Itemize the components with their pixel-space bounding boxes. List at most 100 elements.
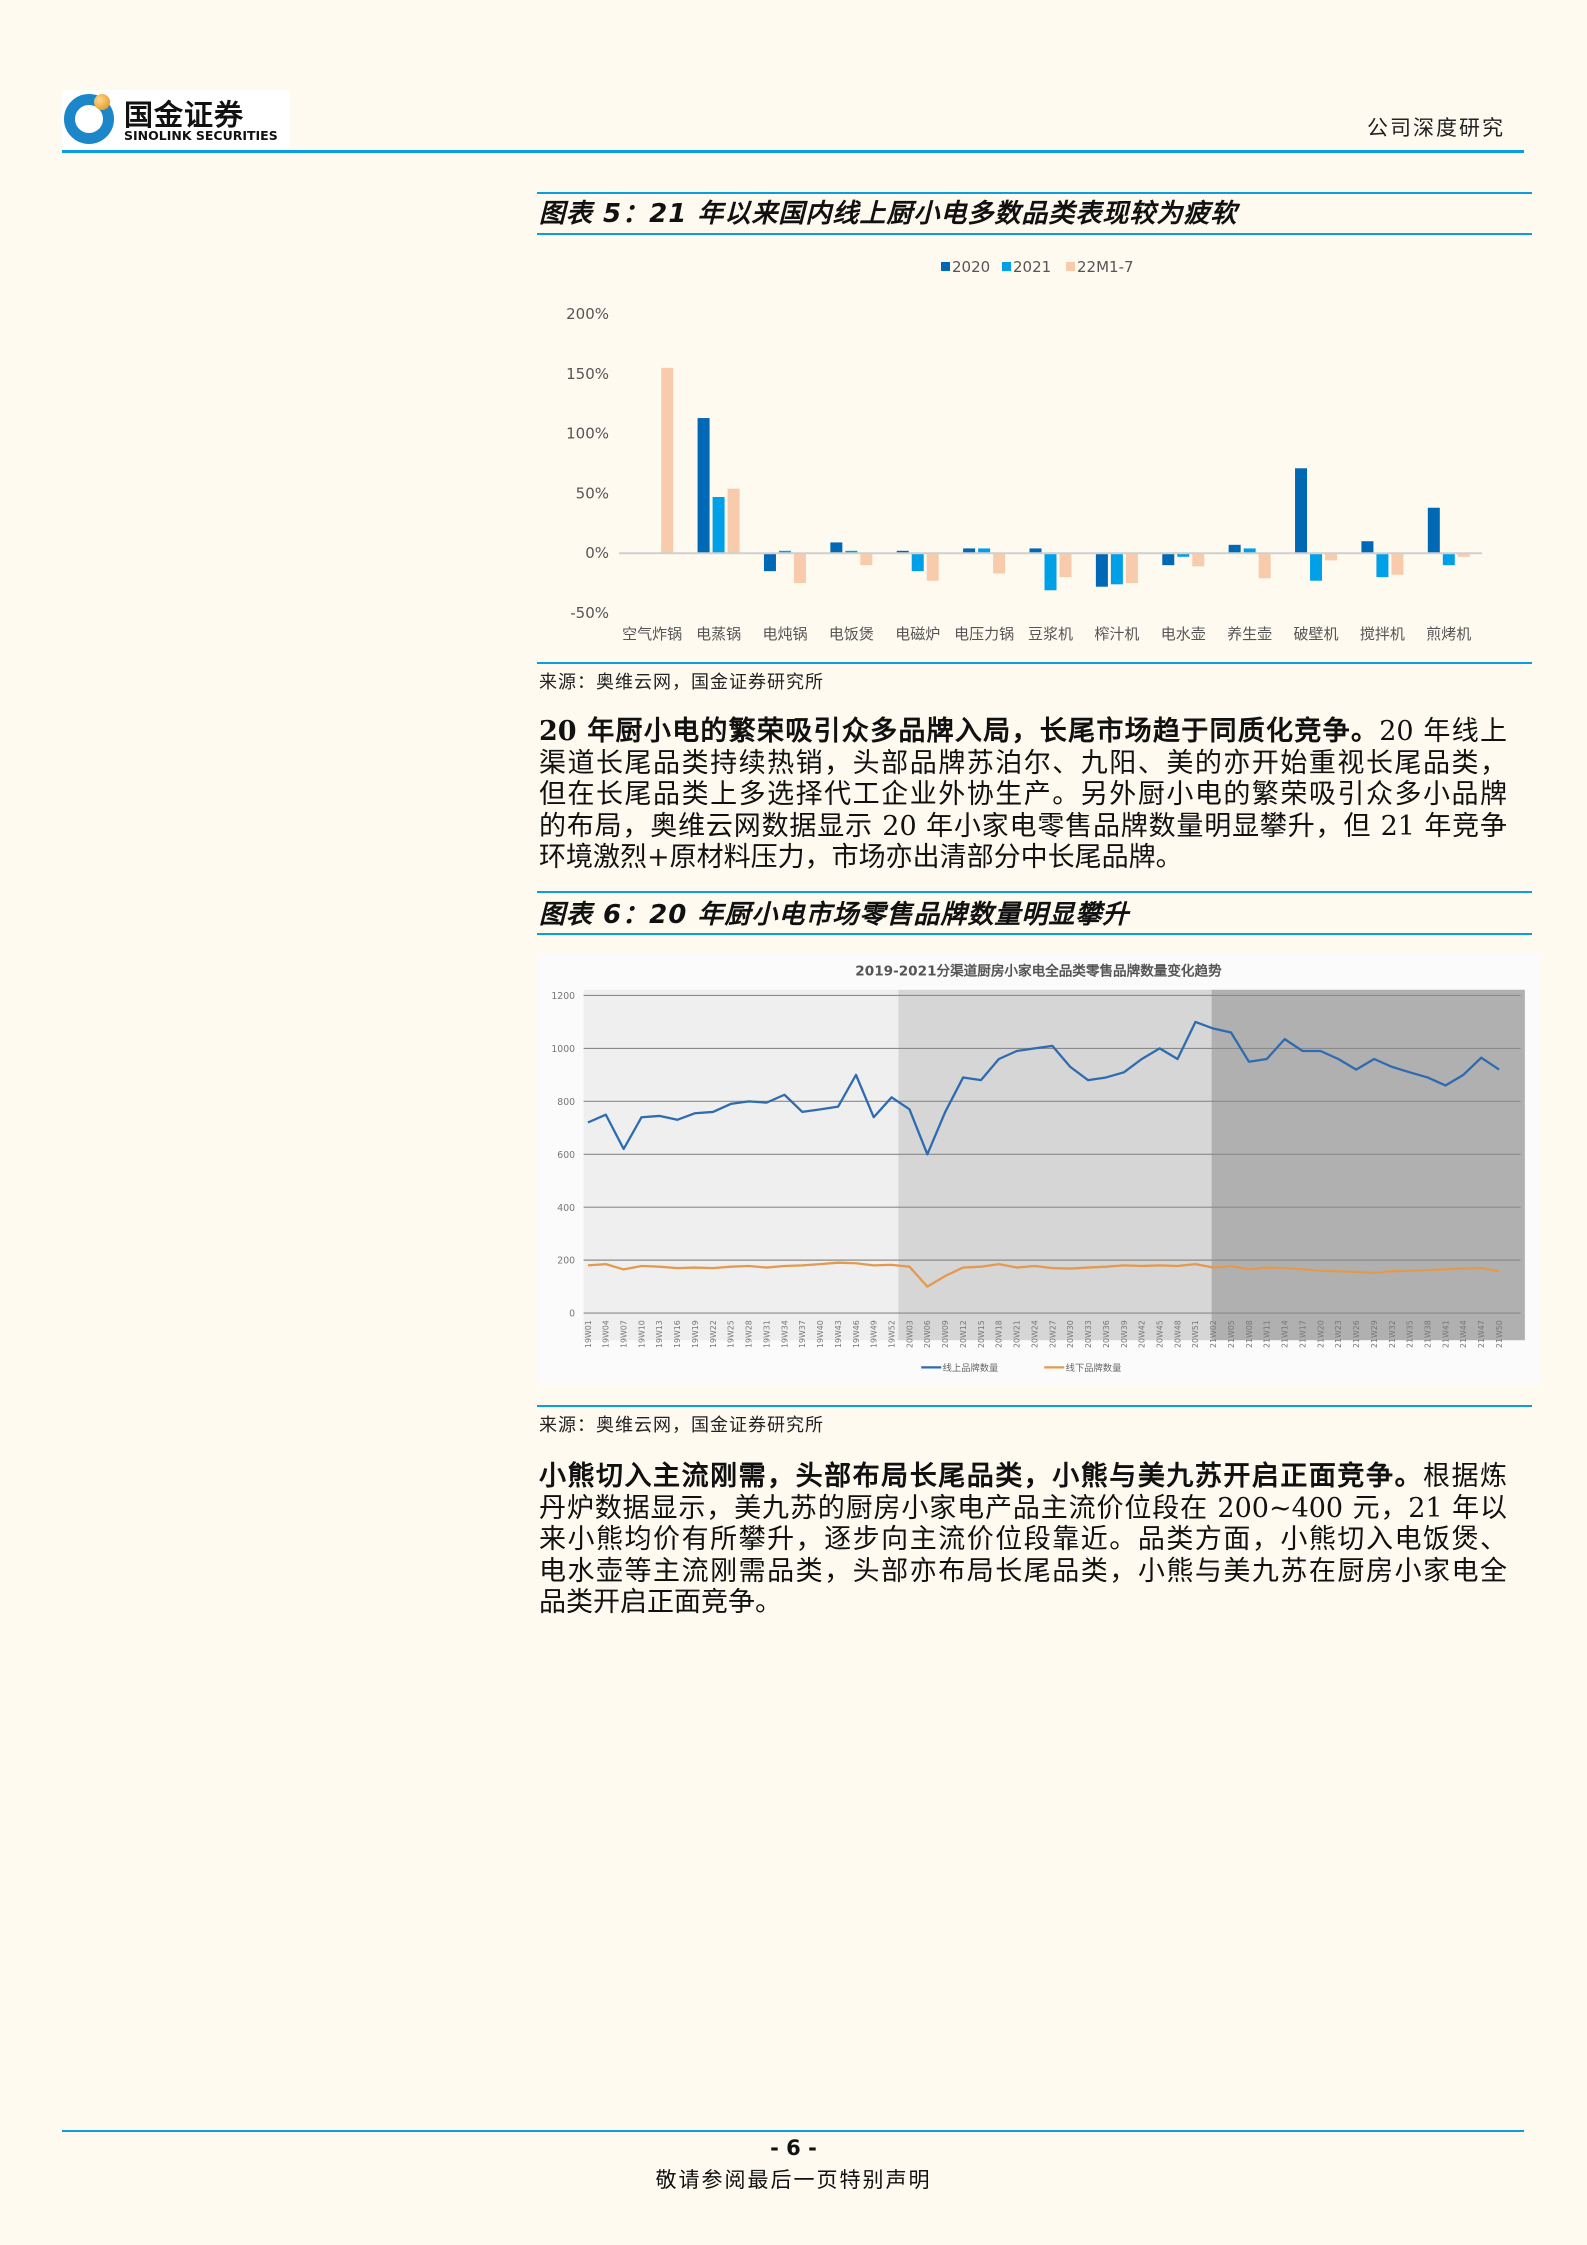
bar-2021-电蒸锅 bbox=[712, 496, 725, 554]
period-2019-shade bbox=[583, 989, 899, 1341]
x-tick-label: 20W12 bbox=[959, 1320, 968, 1348]
x-tick-label: 19W16 bbox=[673, 1320, 682, 1348]
bar-22M1-7-电压力锅 bbox=[993, 553, 1006, 574]
x-tick-label: 20W39 bbox=[1120, 1320, 1129, 1348]
logo-mark-icon bbox=[64, 94, 114, 144]
legend-swatch-2020 bbox=[941, 262, 950, 271]
figure5-source: 来源：奥维云网，国金证券研究所 bbox=[539, 672, 824, 693]
x-tick-label: 20W51 bbox=[1191, 1320, 1200, 1348]
bar-2021-电水壶 bbox=[1177, 553, 1190, 557]
logo-en-text: SINOLINK SECURITIES bbox=[124, 128, 278, 143]
company-logo: 国金证券 SINOLINK SECURITIES bbox=[62, 90, 290, 148]
x-tick-label: 20W24 bbox=[1030, 1320, 1039, 1348]
x-tick-label: 19W07 bbox=[619, 1320, 628, 1348]
bar-2020-电炖锅 bbox=[763, 553, 776, 572]
y-tick-label: 800 bbox=[557, 1097, 575, 1108]
y-tick-label: 1000 bbox=[551, 1044, 575, 1055]
bar-22M1-7-豆浆机 bbox=[1059, 553, 1072, 578]
x-tick-label: 电磁炉 bbox=[895, 625, 940, 643]
bar-2020-电蒸锅 bbox=[697, 418, 710, 554]
x-tick-label: 20W36 bbox=[1102, 1320, 1111, 1348]
figure5-source-rule bbox=[537, 662, 1532, 664]
bar-2021-破壁机 bbox=[1310, 553, 1323, 581]
y-tick-label: 600 bbox=[557, 1150, 575, 1161]
logo-ball-icon bbox=[94, 94, 110, 110]
x-tick-label: 21W02 bbox=[1209, 1320, 1218, 1348]
paragraph-text: 丹炉数据显示，美九苏的厨房小家电产品主流价位段在 200~400 元，21 年以 bbox=[539, 1492, 1507, 1524]
x-tick-label: 19W04 bbox=[602, 1320, 611, 1348]
legend-label: 22M1-7 bbox=[1077, 258, 1134, 276]
paragraph-text: 品类开启正面竞争。 bbox=[539, 1587, 782, 1619]
x-tick-label: 电压力锅 bbox=[954, 625, 1014, 643]
y-tick-label: 50% bbox=[576, 484, 609, 502]
x-tick-label: 19W52 bbox=[888, 1320, 897, 1348]
x-tick-label: 21W26 bbox=[1352, 1320, 1361, 1348]
line-series-online bbox=[587, 1020, 1500, 1156]
y-tick-label: 150% bbox=[566, 365, 609, 383]
bar-2021-电饭煲 bbox=[845, 550, 858, 554]
x-tick-label: 20W33 bbox=[1084, 1320, 1093, 1348]
bar-2021-豆浆机 bbox=[1044, 553, 1057, 591]
x-tick-label: 21W23 bbox=[1334, 1320, 1343, 1348]
paragraph-lead: 20 年厨小电的繁荣吸引众多品牌入局，长尾市场趋于同质化竞争。 bbox=[539, 716, 1380, 747]
figure5-bottom-rule bbox=[537, 233, 1532, 235]
x-tick-label: 20W03 bbox=[905, 1320, 914, 1348]
paragraph-line: 环境激烈+原材料压力，市场亦出清部分中长尾品牌。 bbox=[539, 842, 1507, 874]
x-tick-label: 19W28 bbox=[745, 1320, 754, 1348]
x-tick-label: 19W49 bbox=[870, 1320, 879, 1348]
x-tick-label: 20W45 bbox=[1156, 1320, 1165, 1348]
bar-22M1-7-榨汁机 bbox=[1125, 553, 1138, 584]
paragraph-text: 根据炼 bbox=[1422, 1461, 1507, 1492]
paragraph-text: 来小熊均价有所攀升，逐步向主流价位段靠近。品类方面，小熊切入电饭煲、 bbox=[539, 1524, 1507, 1556]
legend-label: 2020 bbox=[952, 258, 990, 276]
x-tick-label: 20W18 bbox=[995, 1320, 1004, 1348]
legend-swatch-2021 bbox=[1002, 262, 1011, 271]
bar-2021-煎烤机 bbox=[1442, 553, 1455, 566]
bar-2020-电饭煲 bbox=[830, 542, 843, 554]
x-tick-label: 19W19 bbox=[691, 1320, 700, 1348]
bar-22M1-7-电蒸锅 bbox=[727, 488, 740, 554]
x-tick-label: 19W25 bbox=[727, 1320, 736, 1348]
legend-label: 2021 bbox=[1013, 258, 1051, 276]
paragraph-line: 20 年厨小电的繁荣吸引众多品牌入局，长尾市场趋于同质化竞争。20 年线上 bbox=[539, 716, 1507, 748]
paragraph-text: 环境激烈+原材料压力，市场亦出清部分中长尾品牌。 bbox=[539, 842, 1183, 874]
x-tick-label: 21W35 bbox=[1406, 1320, 1415, 1348]
bar-2020-电磁炉 bbox=[896, 550, 909, 554]
figure5-bar-chart: 200% 150% 100% 50% 0% -50% 空气炸锅 电蒸锅 电炖锅 电饭煲 电磁炉 电压力… bbox=[566, 258, 1482, 643]
report-type: 公司深度研究 bbox=[1367, 116, 1505, 140]
bar-2021-电磁炉 bbox=[911, 553, 924, 572]
x-tick-label: 20W27 bbox=[1048, 1320, 1057, 1348]
paragraph-line: 来小熊均价有所攀升，逐步向主流价位段靠近。品类方面，小熊切入电饭煲、 bbox=[539, 1524, 1507, 1556]
paragraph-text: 渠道长尾品类持续热销，头部品牌苏泊尔、九阳、美的亦开始重视长尾品类， bbox=[539, 747, 1507, 779]
paragraph-text: 电水壶等主流刚需品类，头部亦布局长尾品类，小熊与美九苏在厨房小家电全 bbox=[539, 1555, 1507, 1587]
figure6-title: 图表 6：20 年厨小电市场零售品牌数量明显攀升 bbox=[539, 900, 1130, 930]
paragraph-text: 的布局，奥维云网数据显示 20 年小家电零售品牌数量明显攀升，但 21 年竞争 bbox=[539, 810, 1507, 842]
bar-22M1-7-破壁机 bbox=[1325, 553, 1338, 561]
bar-2020-养生壶 bbox=[1228, 544, 1241, 554]
bar-22M1-7-电磁炉 bbox=[926, 553, 939, 581]
y-tick-label: 0 bbox=[569, 1309, 575, 1320]
figure6-source-rule bbox=[537, 1405, 1532, 1407]
header-divider bbox=[62, 150, 1524, 153]
x-tick-label: 21W38 bbox=[1424, 1320, 1433, 1348]
page-number: - 6 - bbox=[770, 2136, 817, 2160]
x-tick-label: 19W01 bbox=[584, 1320, 593, 1348]
x-tick-label: 搅拌机 bbox=[1360, 625, 1405, 643]
bar-22M1-7-电水壶 bbox=[1192, 553, 1205, 567]
bar-2020-电水壶 bbox=[1162, 553, 1175, 566]
x-tick-label: 21W05 bbox=[1227, 1320, 1236, 1348]
bar-2021-榨汁机 bbox=[1110, 553, 1123, 585]
bar-2020-电压力锅 bbox=[963, 548, 976, 554]
x-tick-label: 21W20 bbox=[1316, 1320, 1325, 1348]
x-tick-label: 20W09 bbox=[941, 1320, 950, 1348]
paragraph-line: 小熊切入主流刚需，头部布局长尾品类，小熊与美九苏开启正面竞争。根据炼 bbox=[539, 1461, 1507, 1493]
paragraph-line: 但在长尾品类上多选择代工企业外协生产。另外厨小电的繁荣吸引众多小品牌 bbox=[539, 779, 1507, 811]
footer-divider bbox=[62, 2130, 1524, 2132]
x-tick-label: 21W32 bbox=[1388, 1320, 1397, 1348]
y-tick-label: 200 bbox=[557, 1256, 575, 1267]
paragraph-text: 但在长尾品类上多选择代工企业外协生产。另外厨小电的繁荣吸引众多小品牌 bbox=[539, 779, 1507, 811]
x-tick-label: 空气炸锅 bbox=[622, 625, 682, 643]
x-tick-label: 19W31 bbox=[762, 1320, 771, 1348]
x-tick-label: 21W08 bbox=[1245, 1320, 1254, 1348]
bar-22M1-7-空气炸锅 bbox=[661, 367, 674, 554]
